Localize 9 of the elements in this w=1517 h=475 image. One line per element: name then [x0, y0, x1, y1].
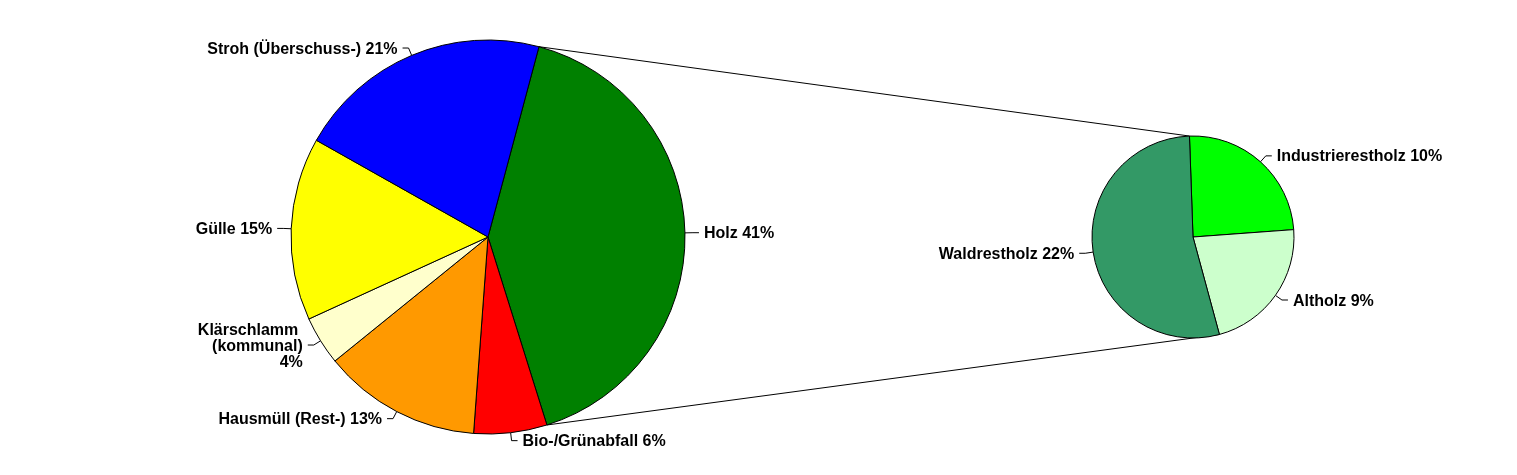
slice-label: Waldrestholz 22%	[938, 244, 1075, 262]
slice-label: Gülle 15%	[195, 219, 273, 237]
slice-label: Holz 41%	[703, 224, 775, 242]
slice-label: Klärschlamm (kommunal)	[197, 320, 303, 354]
slice-label: Hausmüll (Rest-) 13%	[218, 410, 383, 428]
slice-label: Stroh (Überschuss-) 21%	[207, 38, 398, 57]
slice-label: Industrierestholz 10%	[1276, 147, 1443, 165]
slice-label: Bio-/Grünabfall 6%	[522, 432, 666, 450]
slice-label: Altholz 9%	[1292, 291, 1374, 309]
